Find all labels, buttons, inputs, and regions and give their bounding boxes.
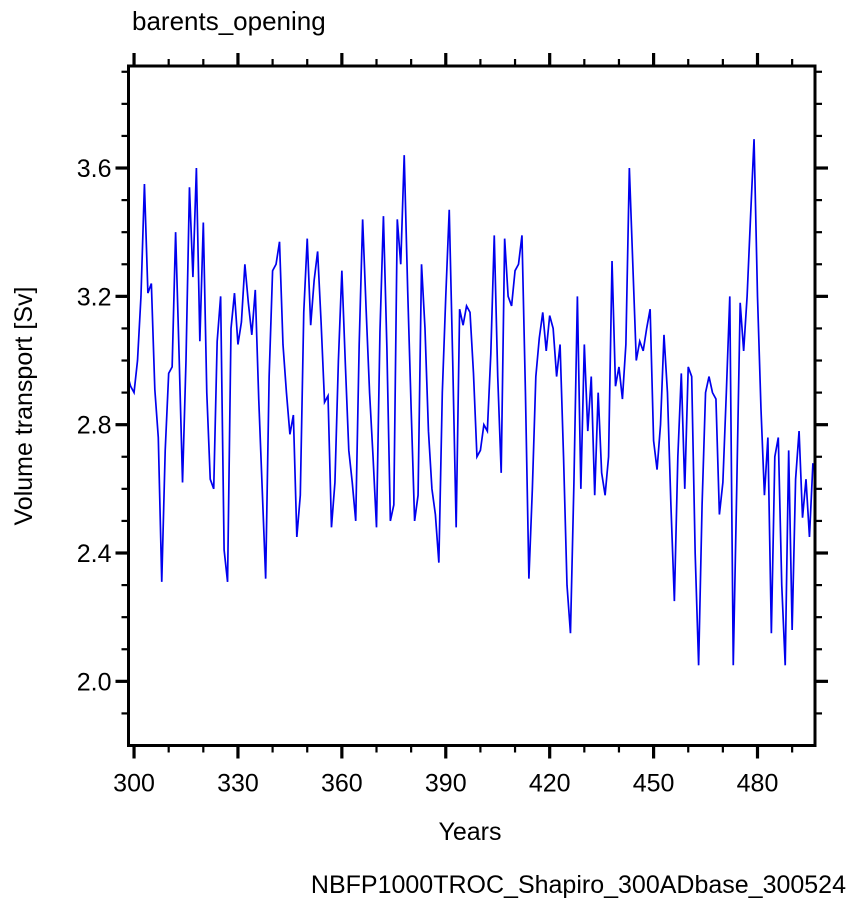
plot-frame xyxy=(127,64,817,747)
y-axis-label: Volume transport [Sv] xyxy=(10,286,38,525)
x-tick-label: 300 xyxy=(113,770,155,798)
y-tick-label: 2.8 xyxy=(77,412,112,440)
x-tick-label: 390 xyxy=(425,770,467,798)
chart-title: barents_opening xyxy=(132,6,326,36)
x-axis-label: Years xyxy=(438,818,501,846)
y-tick-label: 3.2 xyxy=(77,283,112,311)
x-tick-label: 480 xyxy=(737,770,779,798)
x-tick-label: 420 xyxy=(529,770,571,798)
y-tick-label: 3.6 xyxy=(77,155,112,183)
x-tick-label: 360 xyxy=(321,770,363,798)
y-tick-label: 2.4 xyxy=(77,540,112,568)
y-tick-label: 2.0 xyxy=(77,668,112,696)
x-tick-label: 330 xyxy=(217,770,259,798)
volume-transport-line xyxy=(128,139,814,666)
footer-run-id: NBFP1000TROC_Shapiro_300ADbase_300524 xyxy=(311,871,846,899)
x-tick-label: 450 xyxy=(633,770,675,798)
axis-ticks: 300 330 360 390 420 450 480 2.0 2.4 2.8 3.2 3.6 xyxy=(77,53,828,798)
volume-transport-series xyxy=(128,139,814,666)
